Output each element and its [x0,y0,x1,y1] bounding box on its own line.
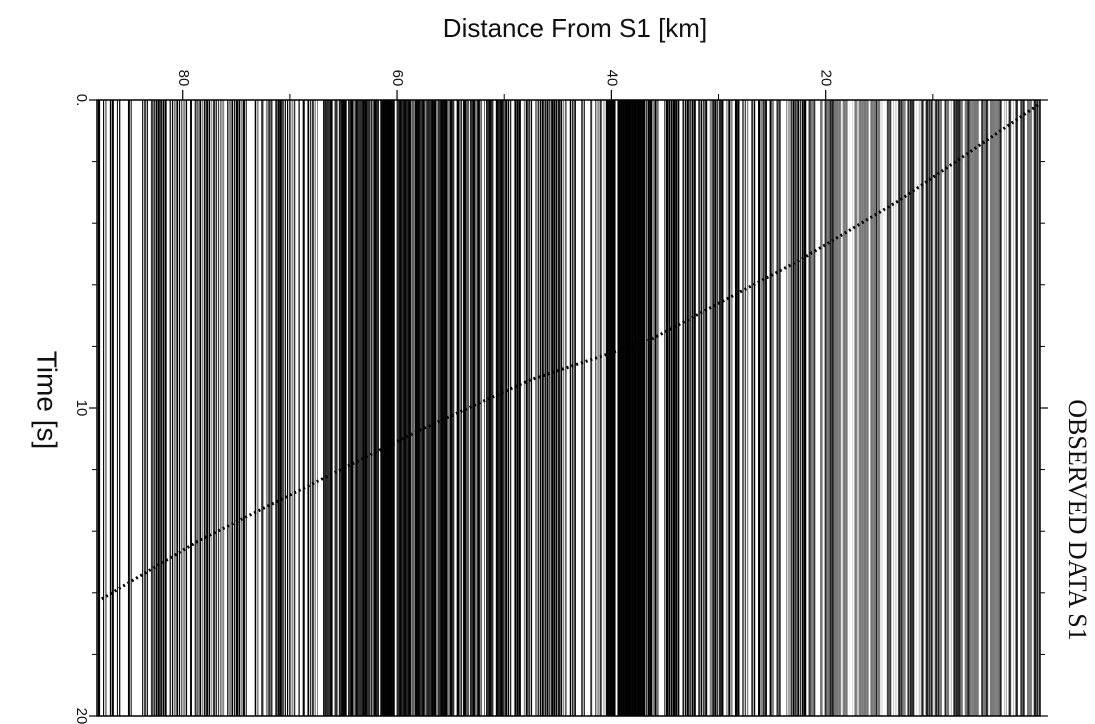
y-axis-label: Time [s] [32,351,63,450]
x-tick-label: 40 [603,70,620,87]
chart-title: Distance From S1 [km] [443,13,707,43]
annotation: OBSERVED DATA S1 [1063,399,1092,640]
y-tick-label: 10 [73,400,90,417]
arrival [99,103,1039,602]
x-tick-label: 60 [389,70,406,87]
y-tick-label: 20 [73,708,90,724]
x-tick-label: 80 [175,70,192,87]
trace-texture [97,100,1040,716]
y-tick-label: 0. [73,94,90,107]
x-tick-label: 20 [818,70,835,87]
